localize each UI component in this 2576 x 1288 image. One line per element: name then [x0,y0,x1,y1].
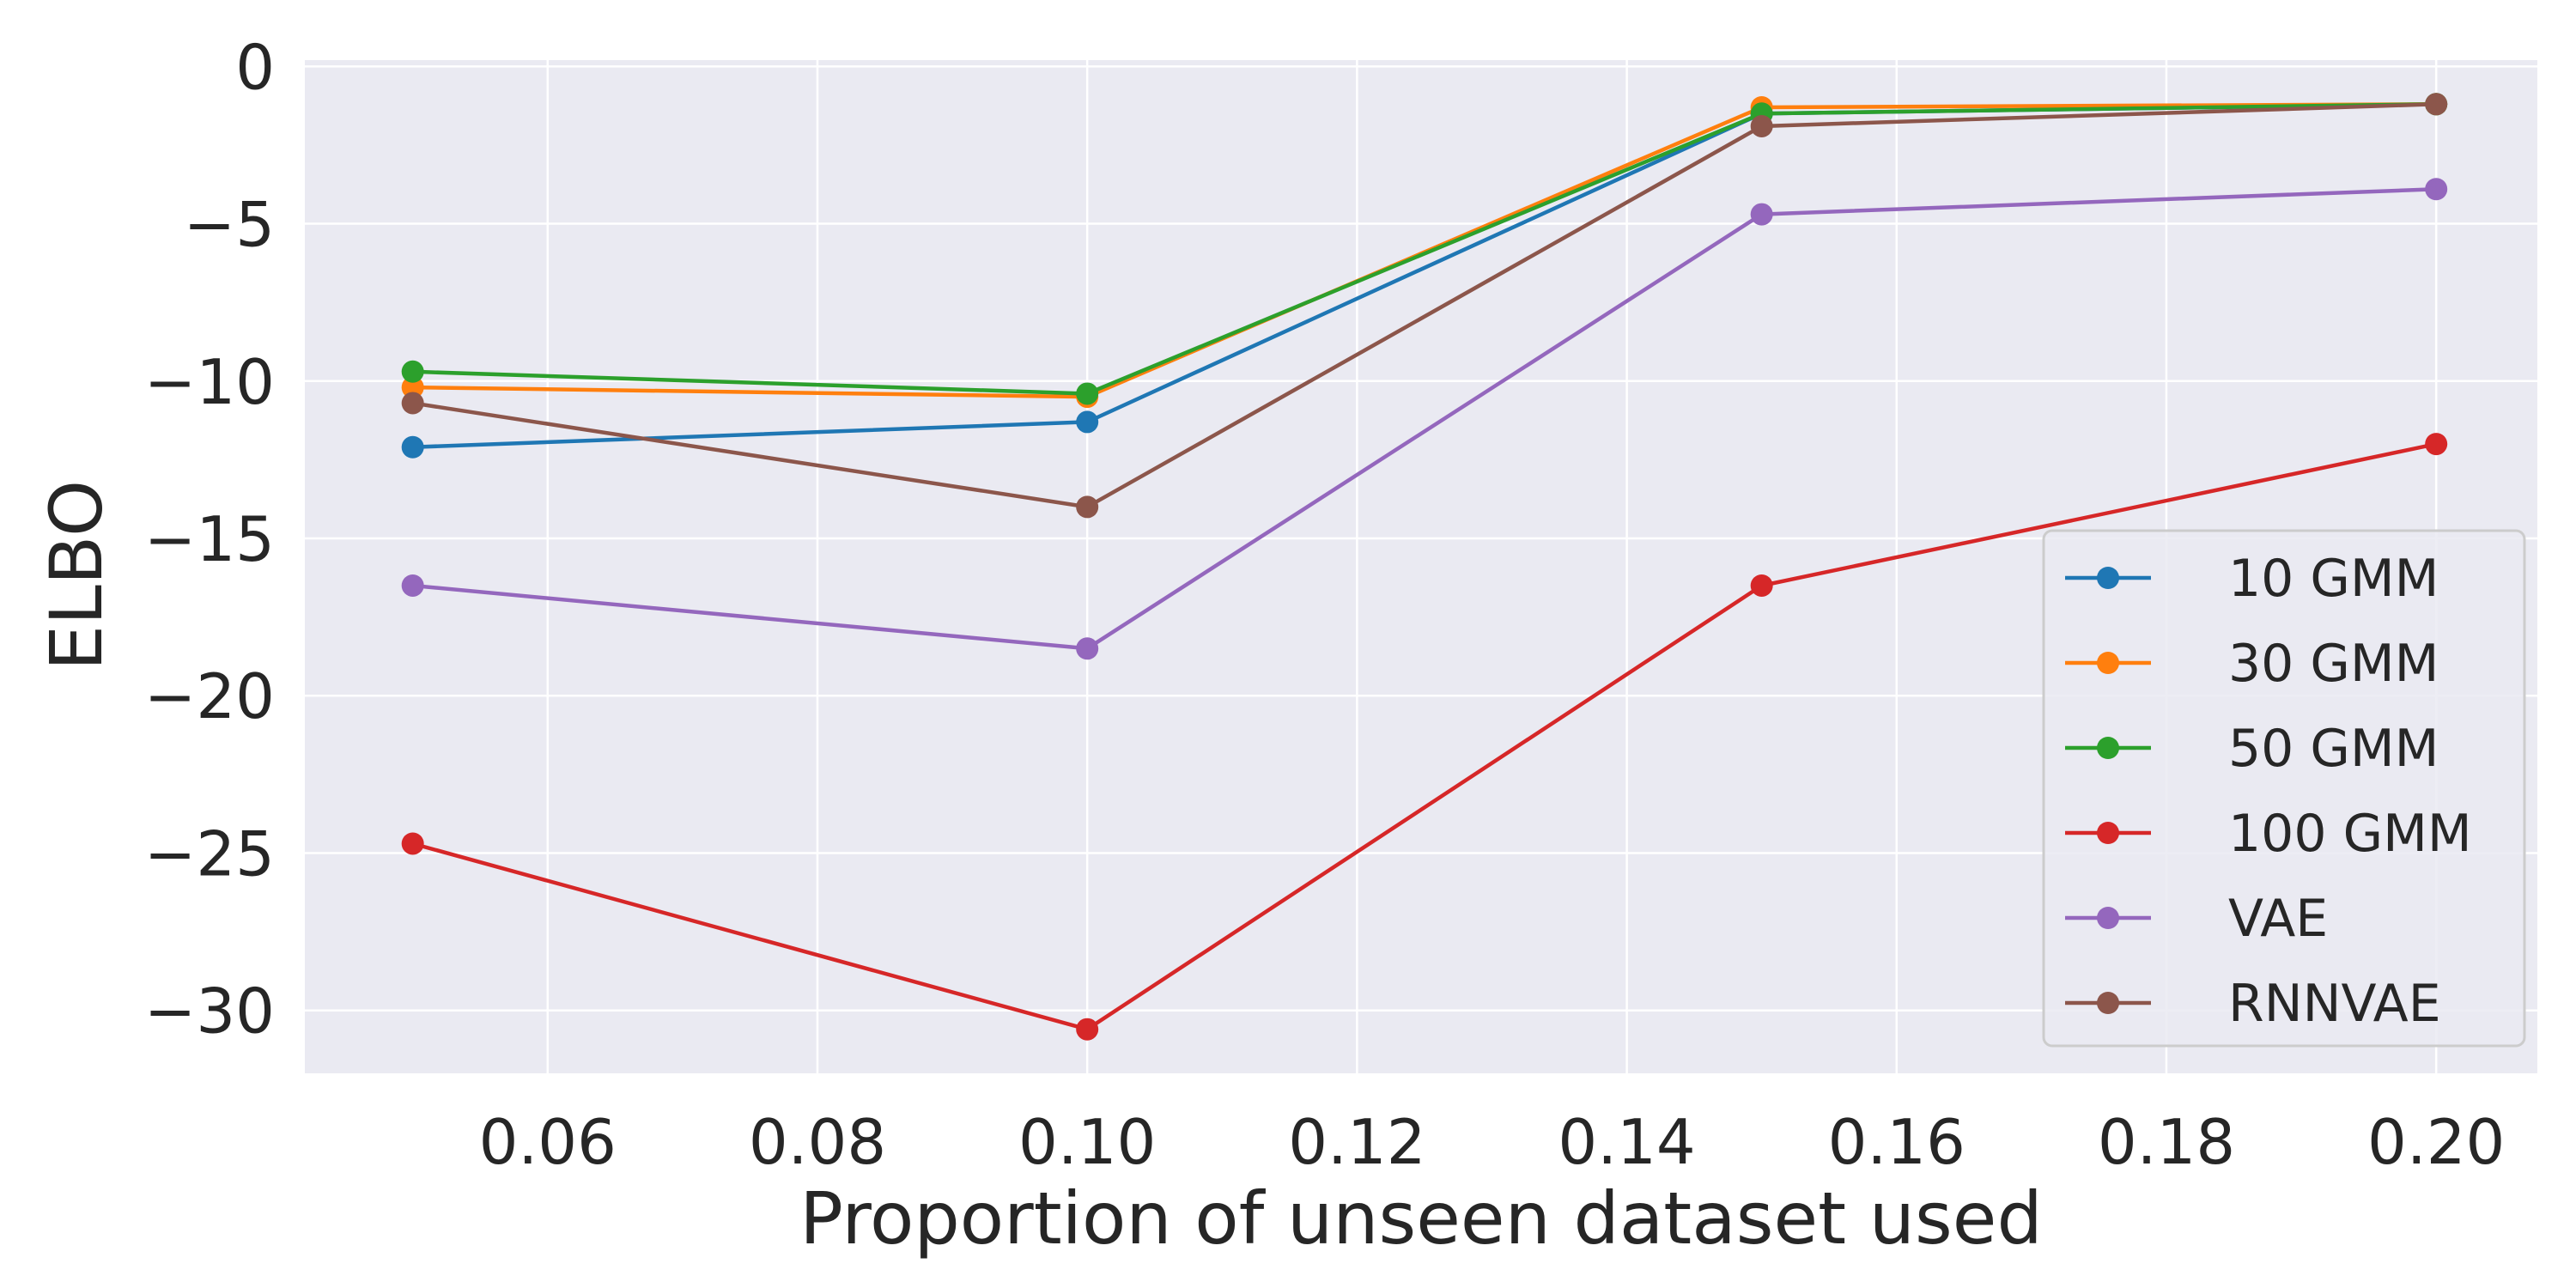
data-point [1076,495,1099,519]
legend-item: 30 GMM [2065,634,2439,694]
data-point [1076,637,1099,660]
series-100-gmm [401,433,2448,1041]
data-point [1750,114,1773,137]
legend: 10 GMM 30 GMM 50 GMM 100 GMM VAE RNNVAE [2042,529,2526,1048]
data-point [401,832,424,855]
data-point [401,574,424,597]
legend-item: 50 GMM [2065,719,2439,779]
data-point [1750,574,1773,597]
data-point [1076,410,1099,434]
data-point [401,392,424,415]
legend-marker [2097,652,2119,674]
x-axis-label: Proportion of unseen dataset used [799,1176,2043,1261]
series-vae [401,178,2448,660]
legend-label: 10 GMM [2228,549,2439,609]
legend-box [2042,529,2526,1048]
legend-marker [2097,822,2119,844]
legend-label: VAE [2228,889,2328,949]
y-tick-label: −25 [144,817,275,890]
series-line [412,102,2437,509]
data-point [401,435,424,459]
y-tick-label: −5 [184,189,275,261]
legend-label: 50 GMM [2228,719,2439,779]
x-tick-label: 0.18 [2098,1106,2235,1178]
y-tick-label: −20 [144,660,275,732]
legend-marker [2097,737,2119,759]
x-tick-label: 0.16 [1828,1106,1965,1178]
y-tick-label: 0 [235,31,275,103]
legend-label: 30 GMM [2228,634,2439,694]
legend-item: RNNVAE [2065,974,2441,1034]
data-point [2425,178,2448,201]
x-tick-label: 0.10 [1018,1106,1156,1178]
series-line [412,187,2437,651]
y-tick-label: −10 [144,346,275,418]
series-line [412,441,2437,1031]
legend-label: 100 GMM [2228,804,2472,864]
x-tick-label: 0.06 [479,1106,617,1178]
data-point [2425,93,2448,116]
data-point [1076,382,1099,405]
x-tick-label: 0.20 [2367,1106,2505,1178]
y-tick-label: −30 [144,975,275,1048]
series-line [412,102,2437,396]
legend-item: 100 GMM [2065,804,2472,864]
data-point [1076,1018,1099,1041]
legend-item: 10 GMM [2065,549,2439,609]
x-tick-label: 0.14 [1558,1106,1695,1178]
data-point [2425,433,2448,456]
legend-label: RNNVAE [2228,974,2441,1034]
series-layer [401,93,2448,1041]
y-axis-label: ELBO [34,480,118,671]
y-tick-label: −15 [144,503,275,575]
x-tick-label: 0.12 [1288,1106,1425,1178]
x-tick-label: 0.08 [749,1106,886,1178]
legend-marker [2097,907,2119,929]
tick-labels: 0.06 0.08 0.10 0.12 0.14 0.16 0.18 0.20 0 −5 −10 −1… [144,31,2505,1178]
legend-item: VAE [2065,889,2328,949]
legend-marker [2097,567,2119,589]
grid-lines [305,60,2537,1073]
data-point [1750,203,1773,226]
data-point [401,376,424,399]
data-point [401,360,424,383]
series-rnnvae [401,93,2448,519]
legend-marker [2097,992,2119,1014]
